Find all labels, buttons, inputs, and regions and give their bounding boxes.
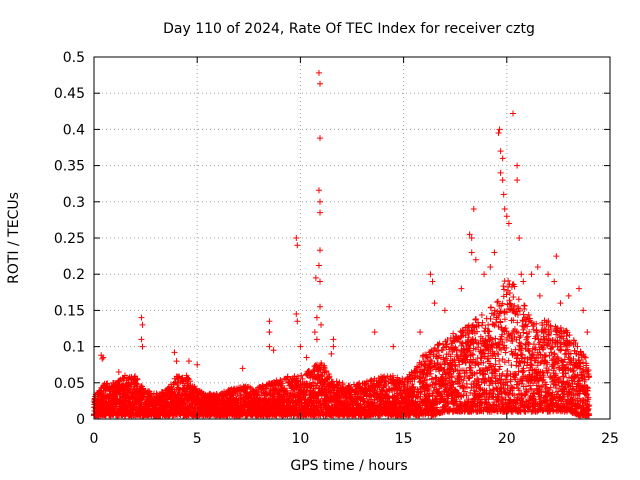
data-point [133,380,140,387]
data-point [488,304,495,311]
data-point [263,385,270,392]
data-point [284,373,291,380]
data-point [487,315,494,322]
data-point [153,390,160,397]
data-points [90,69,593,419]
data-point [255,388,262,395]
data-point [478,312,485,319]
data-point [435,341,442,348]
data-point [124,402,131,409]
data-point [427,370,434,377]
data-point [298,372,305,379]
data-point [288,379,295,386]
data-point [262,386,269,393]
data-point [485,327,492,334]
grid [94,57,610,419]
data-point [492,335,499,342]
data-point [181,382,188,389]
data-point [230,392,237,399]
data-point [495,351,502,358]
data-point [134,381,141,388]
data-point [260,389,267,396]
data-point [148,391,155,398]
data-point [279,380,286,387]
data-point [460,384,467,391]
chart-title: Day 110 of 2024, Rate Of TEC Index for r… [163,21,535,37]
data-point [299,375,306,382]
data-point [294,373,301,380]
data-point [500,283,507,290]
